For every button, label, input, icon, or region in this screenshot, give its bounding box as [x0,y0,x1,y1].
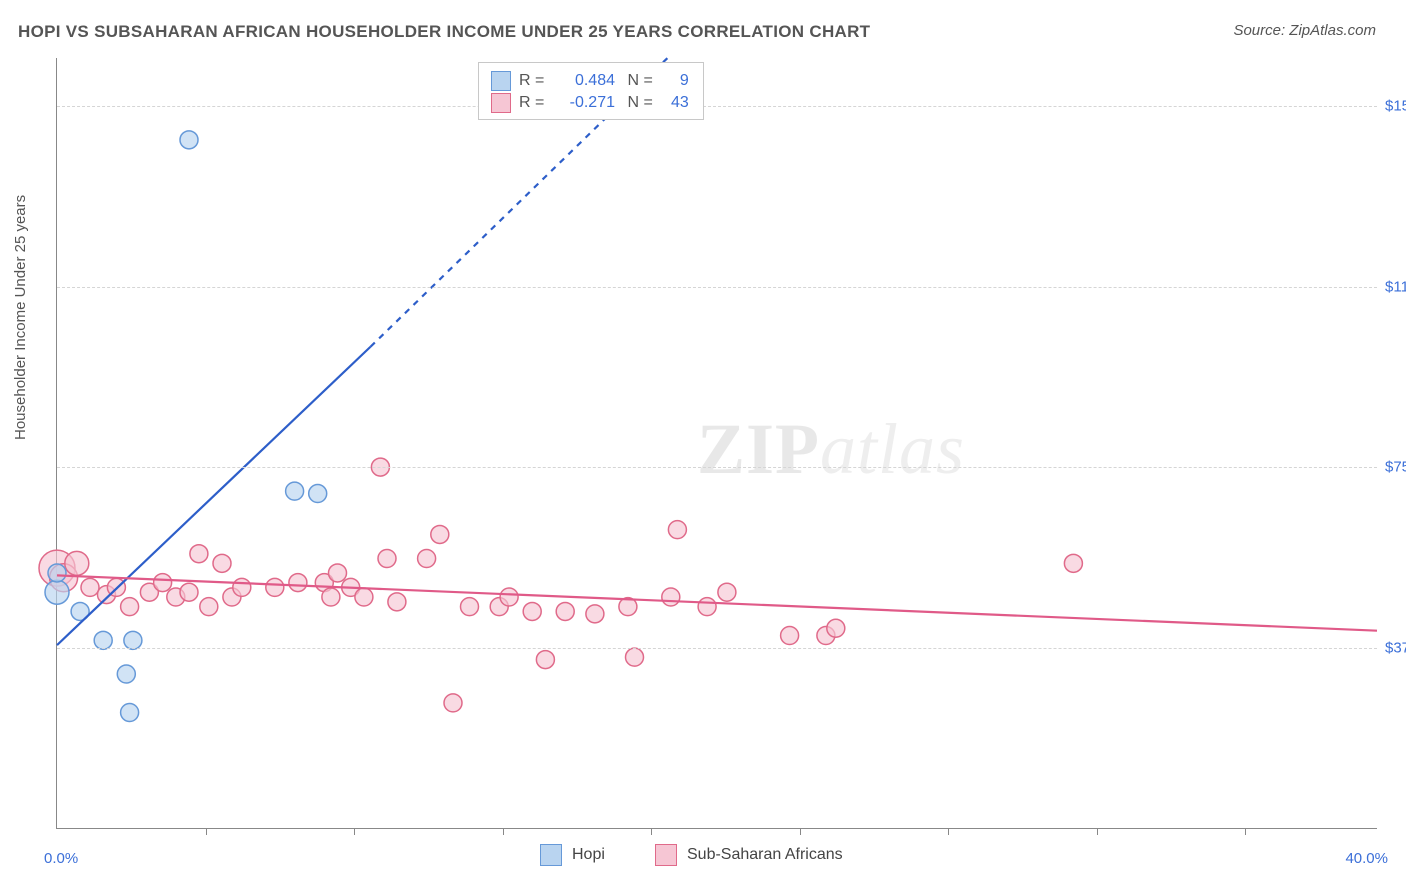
y-tick-label: $150,000 [1385,98,1406,115]
stats-r-hopi: 0.484 [555,72,615,90]
hopi-legend-swatch-icon [540,844,562,866]
x-max-label: 40.0% [1345,850,1388,867]
stats-n-label: N = [623,72,653,90]
x-tick [503,828,504,835]
x-min-label: 0.0% [44,850,78,867]
x-tick [948,828,949,835]
stats-n-label: N = [623,94,653,112]
x-tick [1245,828,1246,835]
chart-title: HOPI VS SUBSAHARAN AFRICAN HOUSEHOLDER I… [18,22,870,42]
legend-ssa-label: Sub-Saharan Africans [687,846,843,864]
x-tick [206,828,207,835]
gridline [57,106,1377,107]
x-tick [651,828,652,835]
scatter-svg [57,58,1377,828]
legend-hopi: Hopi [540,844,605,866]
stats-n-hopi: 9 [661,72,689,90]
gridline [57,467,1377,468]
stats-r-label: R = [519,72,547,90]
x-tick [800,828,801,835]
ssa-legend-swatch-icon [655,844,677,866]
legend-hopi-label: Hopi [572,846,605,864]
y-tick-label: $37,500 [1385,639,1406,656]
stats-r-label: R = [519,94,547,112]
stats-n-ssa: 43 [661,94,689,112]
hopi-swatch-icon [491,71,511,91]
stats-row-ssa: R = -0.271 N = 43 [491,93,689,113]
gridline [57,648,1377,649]
source-attribution: Source: ZipAtlas.com [1233,22,1376,39]
stats-r-ssa: -0.271 [555,94,615,112]
plot-area: ZIPatlas $37,500$75,000$112,500$150,000 [56,58,1377,829]
legend-ssa: Sub-Saharan Africans [655,844,843,866]
x-tick [1097,828,1098,835]
ssa-swatch-icon [491,93,511,113]
gridline [57,287,1377,288]
stats-box: R = 0.484 N = 9 R = -0.271 N = 43 [478,62,704,120]
stats-row-hopi: R = 0.484 N = 9 [491,71,689,91]
x-tick [354,828,355,835]
y-axis-label: Householder Income Under 25 years [12,195,29,440]
y-tick-label: $112,500 [1385,278,1406,295]
y-tick-label: $75,000 [1385,459,1406,476]
